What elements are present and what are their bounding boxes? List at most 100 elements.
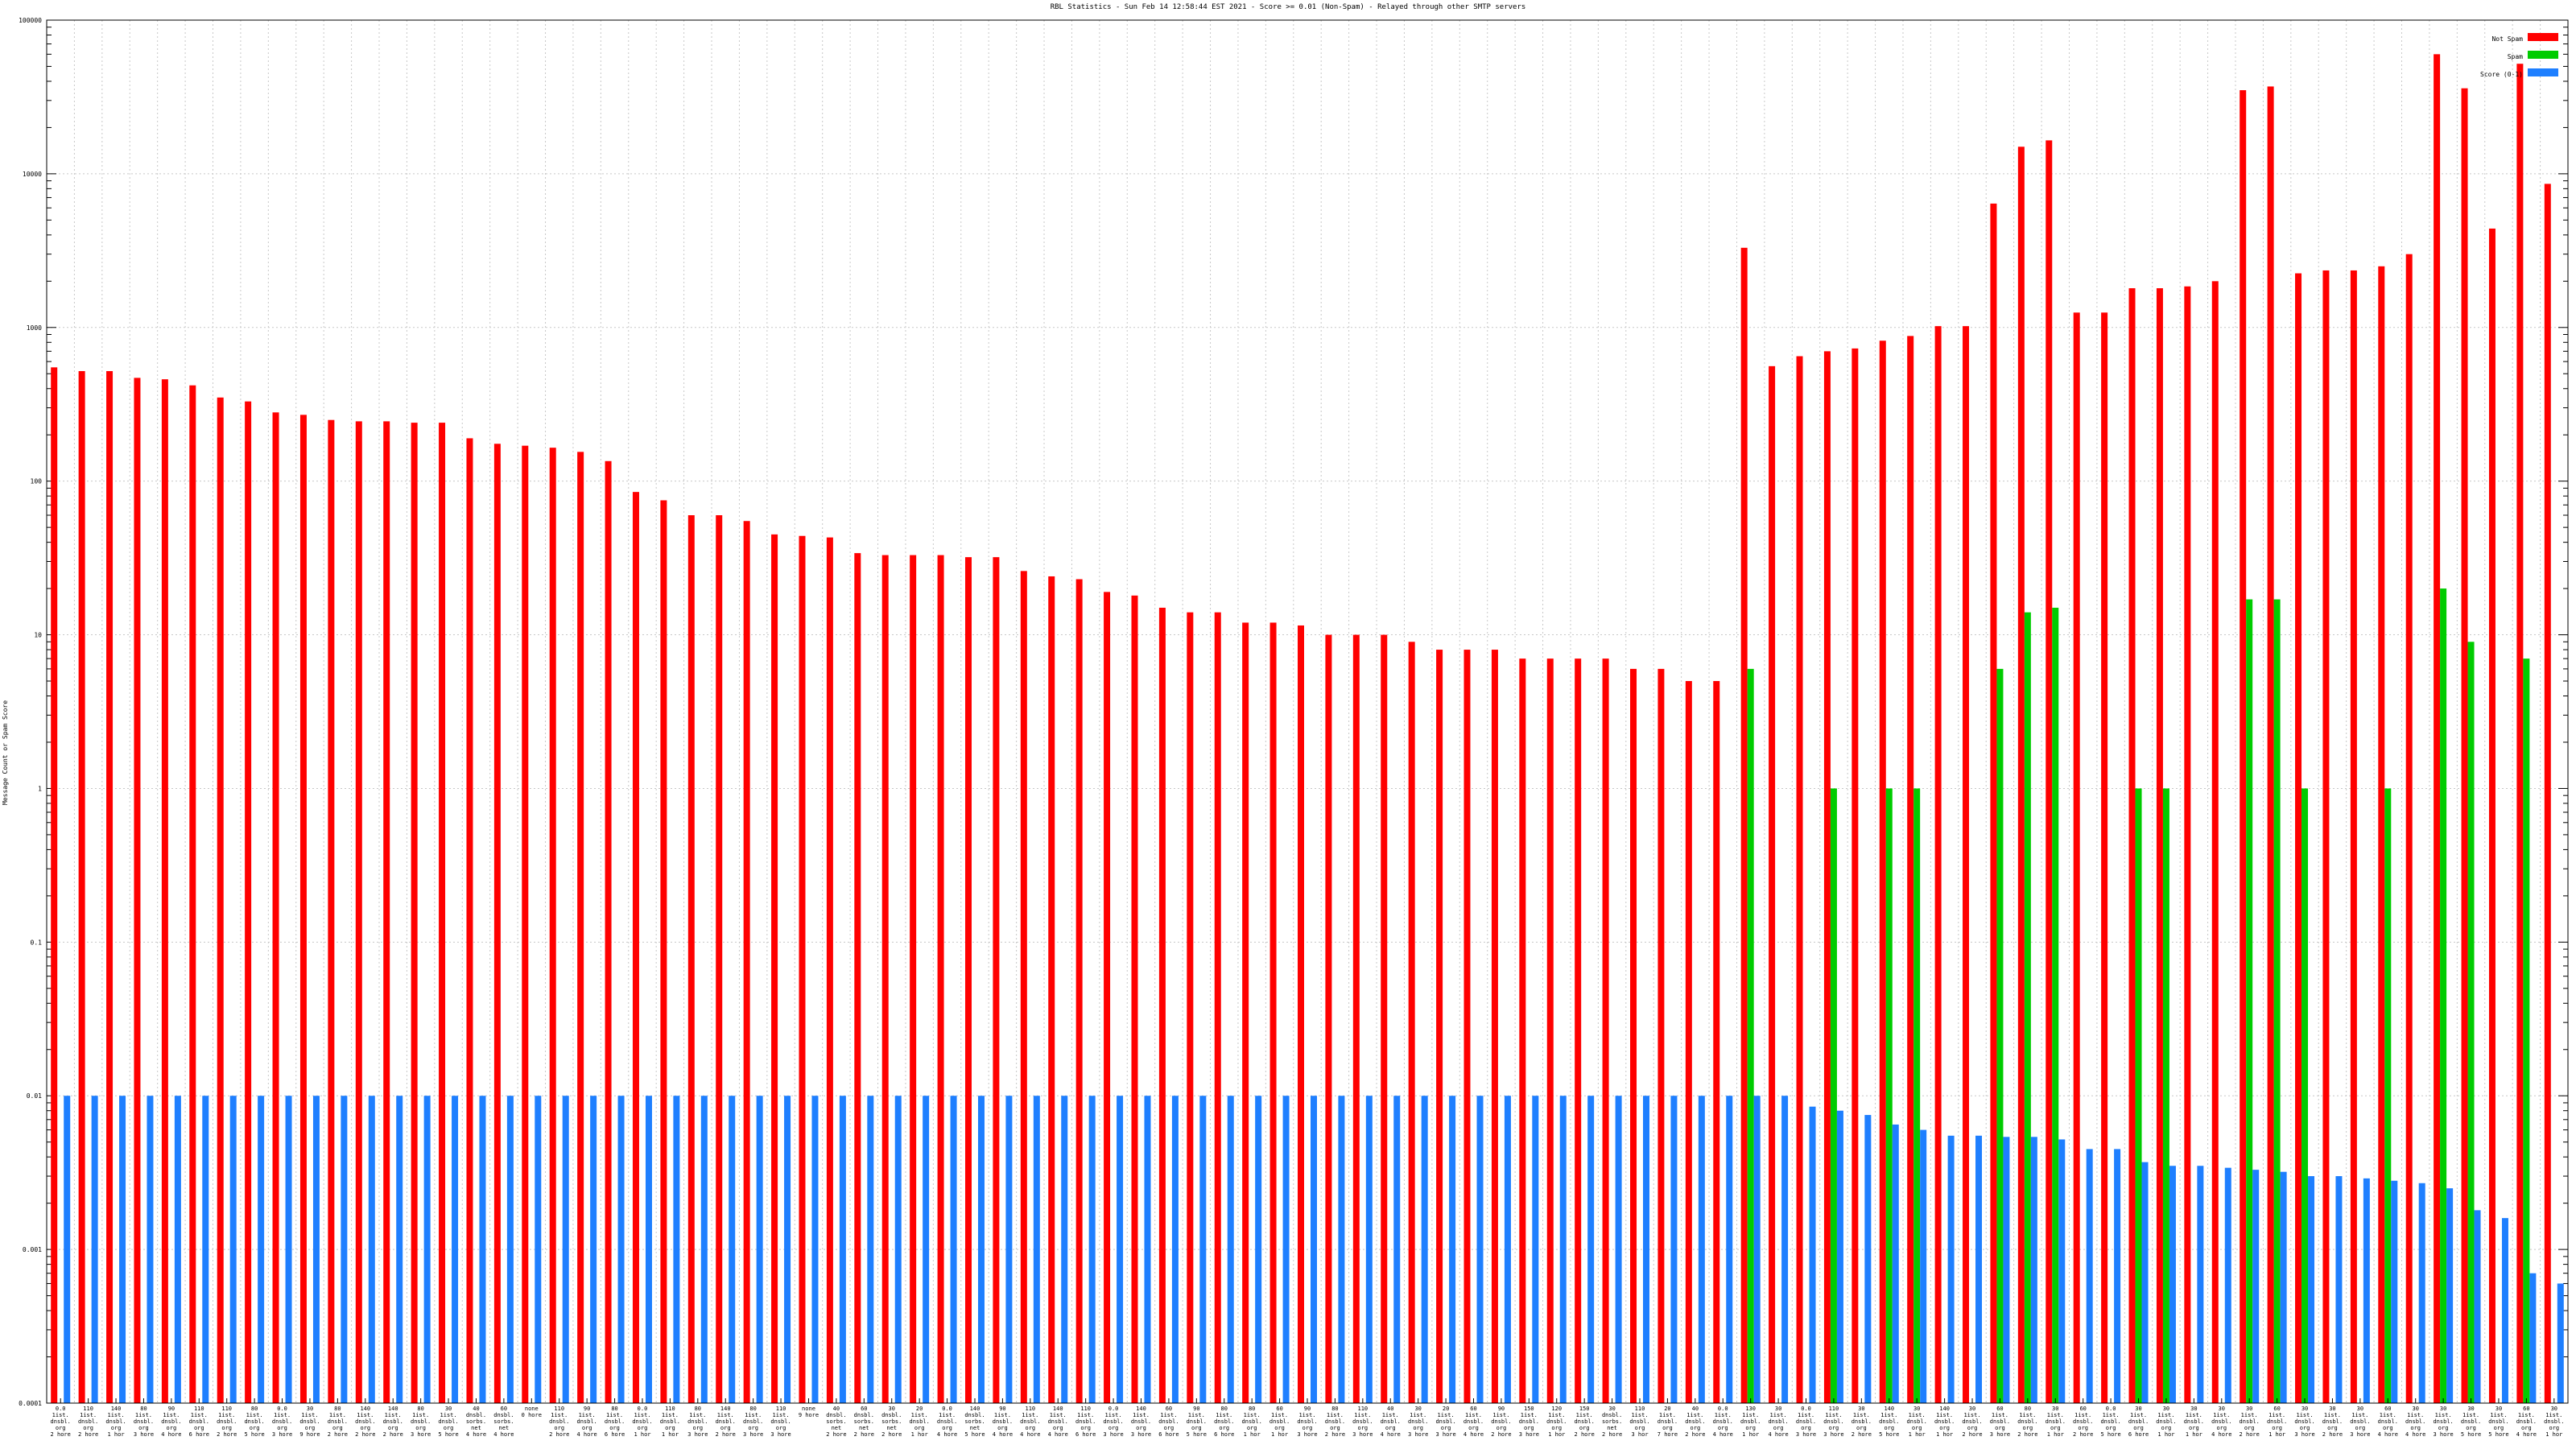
bar-score-0-1- [1615,1096,1622,1403]
x-tick-label: 30 1ist. dnsbl. org 1 hor [1907,1406,1927,1438]
bar-not-spam [189,385,196,1403]
bar-score-0-1- [2003,1137,2010,1403]
bar-not-spam [1519,658,1526,1403]
bar-not-spam [466,438,473,1403]
bar-score-0-1- [1670,1096,1678,1403]
bar-score-0-1- [839,1096,846,1403]
bar-not-spam [328,419,335,1403]
bar-not-spam [660,500,667,1403]
x-tick-label: 140 1ist. dnsbl. org 2 hore [355,1406,375,1438]
bar-not-spam [1685,681,1692,1403]
bar-score-0-1- [2224,1167,2231,1403]
bar-not-spam [1657,668,1665,1403]
bar-score-0-1- [1753,1096,1761,1403]
x-tick-label: 20 1ist. dnsbl. org 1 hor [910,1406,930,1438]
bar-score-0-1- [312,1096,320,1403]
x-tick-label: 80 1ist. dnsbl. org 3 hore [743,1406,763,1438]
x-tick-label: 30 1ist. dnsbl. org 3 hore [2294,1406,2314,1438]
bar-not-spam [1879,341,1886,1404]
bar-not-spam [1408,642,1415,1403]
bar-not-spam [1242,622,1249,1403]
bar-not-spam [2295,273,2302,1403]
bar-score-0-1- [202,1096,209,1403]
bar-not-spam [1352,634,1360,1403]
bar-score-0-1- [1947,1135,1955,1403]
x-tick-label: 0.0 1ist. dnsbl. org 4 hore [937,1406,957,1438]
x-tick-label: 0.0 1ist. dnsbl. org 2 hore [51,1406,71,1438]
bar-not-spam [51,367,58,1404]
x-tick-label: 150 1ist. dnsbl. org 3 hore [1519,1406,1539,1438]
x-tick-label: 0.0 1ist. dnsbl. org 4 hore [1713,1406,1733,1438]
bar-score-0-1- [617,1096,625,1403]
bar-score-0-1- [1643,1096,1650,1403]
x-tick-label: 110 1ist. dnsbl. org 2 hore [217,1406,237,1438]
bar-spam [2301,788,2309,1403]
x-tick-label: 140 1ist. dnsbl. org 2 hore [716,1406,736,1438]
bar-score-0-1- [590,1096,597,1403]
x-tick-label: 40 dnsbl. sorbs. net 2 hore [826,1406,846,1438]
x-tick-label: 130 1ist. dnsbl. org 1 hor [1740,1406,1761,1438]
bar-not-spam [854,553,861,1404]
bar-not-spam [1907,336,1914,1403]
bar-not-spam [2017,147,2025,1403]
bar-score-0-1- [1338,1096,1345,1403]
bar-not-spam [1575,658,1582,1403]
x-tick-label: 90 1ist. dnsbl. org 2 hore [1491,1406,1511,1438]
x-tick-label: 60 1ist. dnsbl. org 4 hore [2516,1406,2537,1438]
x-tick-label: 60 1ist. dnsbl. org 1 hor [2267,1406,2287,1438]
x-tick-label: 30 1ist. dnsbl. org 1 hor [2046,1406,2066,1438]
bar-score-0-1- [147,1096,154,1403]
bar-not-spam [78,370,85,1403]
bar-score-0-1- [423,1096,431,1403]
bar-score-0-1- [1227,1096,1234,1403]
bar-not-spam [134,378,141,1404]
bar-score-0-1- [2474,1210,2481,1403]
bar-not-spam [1158,607,1166,1403]
x-tick-label: 140 dnsbl. sorbs. net 5 hore [964,1406,985,1438]
bar-score-0-1- [923,1096,930,1403]
x-tick-label: 110 1ist. dnsbl. org 4 hore [1020,1406,1040,1438]
x-tick-label: 30 1ist. dnsbl. org 4 hore [2405,1406,2425,1438]
x-tick-label: 80 1ist. dnsbl. org 6 hore [1214,1406,1234,1438]
bar-score-0-1- [1033,1096,1040,1403]
bar-not-spam [2267,86,2274,1403]
bar-not-spam [2101,312,2108,1403]
bar-not-spam [2322,270,2330,1403]
bar-score-0-1- [950,1096,957,1403]
x-tick-label: 110 1ist. dnsbl. org 3 hor [1629,1406,1649,1438]
x-tick-label: 60 1ist. dnsbl. org 3 hore [1990,1406,2010,1438]
bar-not-spam [964,557,972,1403]
bar-spam [2024,612,2031,1403]
bar-score-0-1- [977,1096,985,1403]
bar-score-0-1- [174,1096,181,1403]
bar-score-0-1- [756,1096,763,1403]
bar-not-spam [1769,365,1776,1403]
bar-score-0-1- [1698,1096,1705,1403]
bar-not-spam [1463,650,1471,1403]
x-tick-label: 0.0 1ist. dnsbl. org 3 hore [1103,1406,1123,1438]
y-tick-label: 0.1 [31,939,43,946]
bar-score-0-1- [535,1096,542,1403]
bar-score-0-1- [91,1096,98,1403]
bar-score-0-1- [2280,1171,2287,1403]
x-tick-label: 80 1ist. dnsbl. org 3 hore [687,1406,708,1438]
plot-frame [46,19,2569,1404]
x-tick-label: 60 dnsbl. sorbs. net 2 hore [854,1406,874,1438]
bar-not-spam [355,421,362,1404]
x-tick-label: 110 1ist. dnsbl. org 3 hore [1823,1406,1843,1438]
bar-not-spam [299,415,307,1403]
x-tick-label: 110 1ist. dnsbl. org 1 hor [660,1406,680,1438]
bar-not-spam [1020,571,1027,1403]
bar-score-0-1- [784,1096,791,1403]
bar-not-spam [2128,288,2136,1404]
bar-score-0-1- [229,1096,237,1403]
bar-spam [1747,668,1754,1403]
y-tick-label: 0.0001 [19,1400,42,1407]
y-tick-label: 1 [38,785,42,792]
x-tick-label: 90 1ist. dnsbl. org 4 hore [576,1406,597,1438]
bar-score-0-1- [1892,1124,1899,1403]
bar-not-spam [799,535,806,1404]
y-tick-label: 1000 [27,324,42,332]
bar-score-0-1- [2446,1188,2454,1403]
bar-not-spam [522,445,529,1403]
